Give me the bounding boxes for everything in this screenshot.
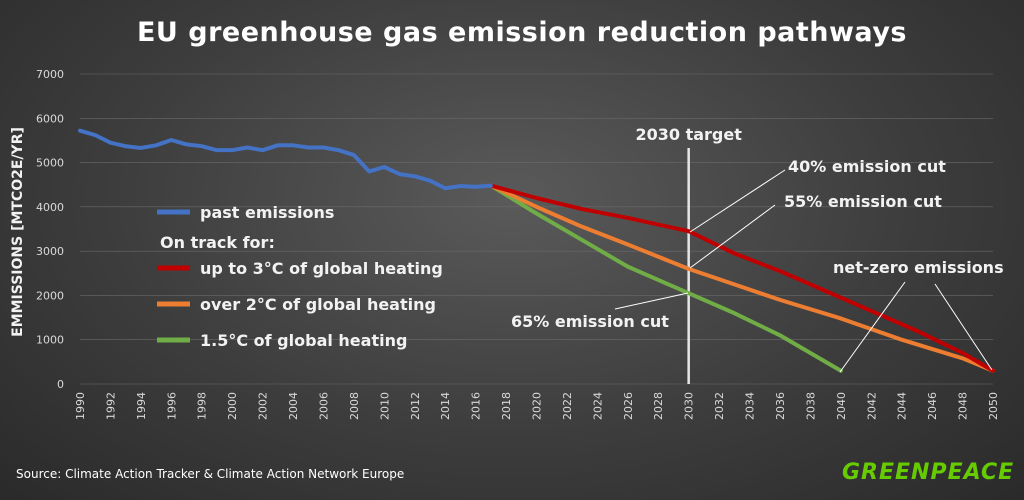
annotation-65: 65% emission cut [511,312,669,331]
x-tick-labels: 1990 1992 1994 1996 1998 2000 2002 2004 2006 2008… [74,392,1000,420]
y-tick-4000: 4000 [36,201,64,214]
x-tick-2050: 2050 [987,392,1000,420]
x-tick-2042: 2042 [865,392,878,420]
annotation-netzero: net-zero emissions [833,258,1004,277]
x-tick-2038: 2038 [804,392,817,420]
series-line-1 [488,183,995,373]
y-tick-labels: 0 1000 2000 3000 4000 5000 6000 7000 [36,68,64,391]
x-tick-2046: 2046 [926,392,939,420]
leader-65 [614,292,689,310]
target-label: 2030 target [635,125,742,144]
x-tick-1994: 1994 [135,392,148,420]
x-tick-2008: 2008 [348,392,361,420]
x-tick-2016: 2016 [470,392,483,420]
x-tick-2048: 2048 [957,392,970,420]
x-tick-2010: 2010 [378,392,391,420]
annotation-40: 40% emission cut [788,157,946,176]
y-tick-5000: 5000 [36,157,64,170]
x-tick-2000: 2000 [226,392,239,420]
x-tick-1996: 1996 [165,392,178,420]
x-tick-1990: 1990 [74,392,87,420]
x-tick-2014: 2014 [439,392,452,420]
source-note: Source: Climate Action Tracker & Climate… [16,467,404,481]
x-tick-2012: 2012 [409,392,422,420]
y-tick-0: 0 [57,378,64,391]
x-tick-1992: 1992 [104,392,117,420]
series-group [78,128,995,373]
x-tick-2018: 2018 [500,392,513,420]
annotation-55: 55% emission cut [784,192,942,211]
series-line-0 [78,128,493,191]
x-tick-2004: 2004 [287,392,300,420]
leader-netzero-b [934,283,993,371]
x-tick-2036: 2036 [774,392,787,420]
greenpeace-logo: GREENPEACE [842,460,1014,485]
y-tick-1000: 1000 [36,334,64,347]
series-line-3 [488,183,843,373]
x-tick-2026: 2026 [622,392,635,420]
x-tick-2006: 2006 [317,392,330,420]
x-tick-2024: 2024 [591,392,604,420]
x-tick-2028: 2028 [652,392,665,420]
x-tick-2040: 2040 [835,392,848,420]
legend-label-3c: up to 3°C of global heating [200,259,443,278]
leader-55 [689,204,776,269]
legend-heading: On track for: [160,233,275,252]
series-line-2 [488,183,995,373]
y-tick-3000: 3000 [36,245,64,258]
x-tick-2030: 2030 [683,392,696,420]
y-tick-7000: 7000 [36,68,64,81]
x-tick-2022: 2022 [561,392,574,420]
y-tick-6000: 6000 [36,112,64,125]
leader-40 [689,169,786,233]
annotation-leaders [614,169,993,373]
x-tick-1998: 1998 [196,392,209,420]
legend-label-2c: over 2°C of global heating [200,295,436,314]
legend-label-past: past emissions [200,203,334,222]
legend: past emissions On track for: up to 3°C o… [157,203,443,350]
x-tick-2044: 2044 [896,392,909,420]
legend-label-15c: 1.5°C of global heating [200,331,407,350]
x-tick-2020: 2020 [531,392,544,420]
leader-netzero-a [839,281,906,373]
x-tick-2032: 2032 [713,392,726,420]
y-tick-2000: 2000 [36,289,64,302]
x-tick-2034: 2034 [744,392,757,420]
chart-title: EU greenhouse gas emission reduction pat… [137,17,907,48]
y-axis-label: EMMISSIONS [MTCO2E/YR] [10,127,26,337]
x-tick-2002: 2002 [257,392,270,420]
